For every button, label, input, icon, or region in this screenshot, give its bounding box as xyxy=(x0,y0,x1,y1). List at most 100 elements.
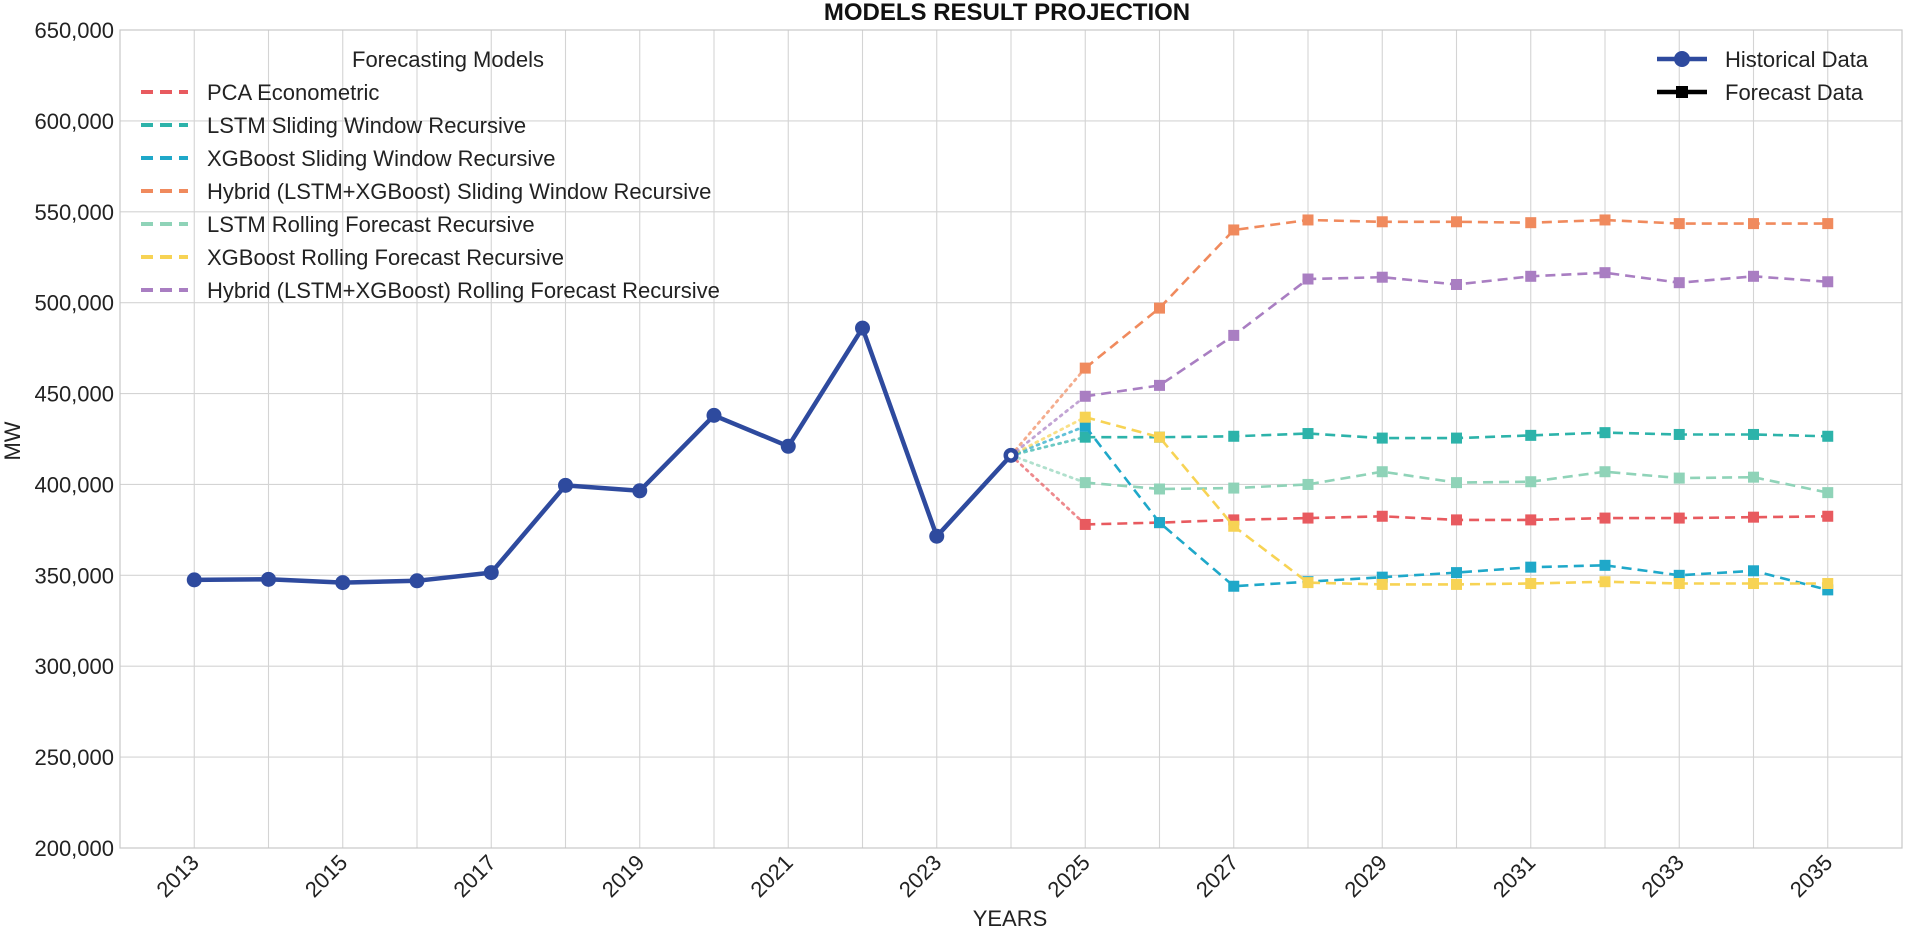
forecast-point xyxy=(1154,517,1165,529)
legend-entry: XGBoost Rolling Forecast Recursive xyxy=(207,245,564,270)
forecast-point xyxy=(1451,477,1462,489)
chart-title: MODELS RESULT PROJECTION xyxy=(824,0,1190,26)
forecast-point xyxy=(1376,578,1388,590)
forecast-connector xyxy=(1009,453,1087,485)
x-tick-label: 2025 xyxy=(1042,850,1094,902)
forecast-point xyxy=(1451,567,1462,579)
forecast-point xyxy=(1079,390,1091,402)
historical-point xyxy=(483,565,499,581)
forecast-point xyxy=(1525,578,1537,590)
y-tick-label: 200,000 xyxy=(34,836,114,861)
forecast-point xyxy=(1822,578,1834,590)
forecast-point xyxy=(1822,218,1834,230)
forecast-point xyxy=(1748,471,1759,483)
forecast-point xyxy=(1673,277,1685,289)
y-tick-label: 450,000 xyxy=(34,382,114,407)
forecast-point xyxy=(1599,466,1611,478)
forecast-point xyxy=(1673,578,1685,590)
forecast-point xyxy=(1079,420,1091,432)
x-tick-label: 2021 xyxy=(745,850,797,902)
x-axis-title: YEARS xyxy=(973,906,1048,930)
x-tick-label: 2031 xyxy=(1488,850,1540,902)
historical-point xyxy=(929,528,945,544)
forecast-point xyxy=(1822,276,1834,288)
forecast-point xyxy=(1376,271,1388,283)
forecast-point xyxy=(1599,214,1611,226)
historical-point xyxy=(706,407,722,423)
legend-entry: Hybrid (LSTM+XGBoost) Rolling Forecast R… xyxy=(207,278,720,303)
forecast-series xyxy=(1009,420,1834,596)
forecast-point xyxy=(1079,477,1091,489)
forecast-point xyxy=(1451,432,1462,444)
forecast-point xyxy=(1525,429,1537,441)
forecast-point xyxy=(1451,578,1462,590)
forecast-point xyxy=(1302,577,1314,589)
legend-historical-marker xyxy=(1674,51,1690,67)
historical-point xyxy=(335,575,351,591)
forecast-connector xyxy=(1009,394,1087,457)
plot-frame xyxy=(119,29,1903,849)
legend-title: Forecasting Models xyxy=(352,47,544,72)
forecast-point xyxy=(1154,302,1165,314)
historical-point xyxy=(409,573,425,589)
x-tick-label: 2027 xyxy=(1191,850,1243,902)
forecast-point xyxy=(1748,578,1759,590)
legend-forecast-marker xyxy=(1676,86,1688,98)
historical-point-highlight xyxy=(1008,452,1014,459)
legend-entry: XGBoost Sliding Window Recursive xyxy=(207,146,555,171)
legend-entry: LSTM Sliding Window Recursive xyxy=(207,113,526,138)
forecast-point xyxy=(1376,432,1388,444)
legend-historical-label: Historical Data xyxy=(1725,47,1869,72)
forecast-point xyxy=(1822,584,1834,596)
historical-point xyxy=(261,571,276,587)
forecast-connector xyxy=(1009,435,1087,457)
forecast-line xyxy=(1084,218,1828,370)
x-tick-label: 2023 xyxy=(894,850,946,902)
forecast-point xyxy=(1748,218,1759,230)
forecast-point xyxy=(1451,514,1462,526)
forecast-point xyxy=(1599,267,1611,279)
forecast-point xyxy=(1748,511,1759,523)
x-tick-label: 2017 xyxy=(448,850,500,902)
forecast-point xyxy=(1302,478,1314,490)
forecast-point xyxy=(1154,379,1165,391)
forecast-point xyxy=(1302,428,1314,440)
forecast-series xyxy=(1009,267,1834,457)
forecast-point xyxy=(1822,430,1834,442)
forecast-point xyxy=(1599,512,1611,524)
legend-entry: PCA Econometric xyxy=(207,80,379,105)
forecast-point xyxy=(1673,569,1685,581)
forecast-point xyxy=(1079,362,1091,374)
forecast-point xyxy=(1525,514,1537,526)
forecast-point xyxy=(1228,520,1240,532)
y-tick-label: 550,000 xyxy=(34,200,114,225)
forecast-point xyxy=(1228,482,1240,494)
forecast-point xyxy=(1673,512,1685,524)
forecast-connector xyxy=(1009,415,1087,457)
y-tick-label: 600,000 xyxy=(34,109,114,134)
x-tick-label: 2015 xyxy=(300,850,352,902)
forecast-point xyxy=(1599,559,1611,571)
forecast-point xyxy=(1302,512,1314,524)
forecast-point xyxy=(1079,411,1091,423)
historical-line xyxy=(194,325,1013,585)
historical-point xyxy=(855,320,870,336)
x-tick-label: 2029 xyxy=(1339,850,1391,902)
x-tick-label: 2033 xyxy=(1636,850,1688,902)
forecast-point xyxy=(1302,273,1314,285)
legend-entry: Hybrid (LSTM+XGBoost) Sliding Window Rec… xyxy=(207,179,711,204)
y-tick-label: 250,000 xyxy=(34,745,114,770)
historical-point xyxy=(558,477,573,493)
y-tick-label: 650,000 xyxy=(34,18,114,43)
forecast-connector xyxy=(1009,366,1087,457)
historical-series xyxy=(186,320,1019,591)
forecast-point xyxy=(1673,428,1685,440)
forecast-series xyxy=(1009,453,1834,499)
forecast-point xyxy=(1228,580,1240,592)
legend-entry: LSTM Rolling Forecast Recursive xyxy=(207,212,535,237)
series-layer xyxy=(186,214,1834,596)
forecast-point xyxy=(1822,510,1834,522)
forecast-point xyxy=(1228,430,1240,442)
forecast-point xyxy=(1376,510,1388,522)
forecast-point xyxy=(1228,514,1240,526)
